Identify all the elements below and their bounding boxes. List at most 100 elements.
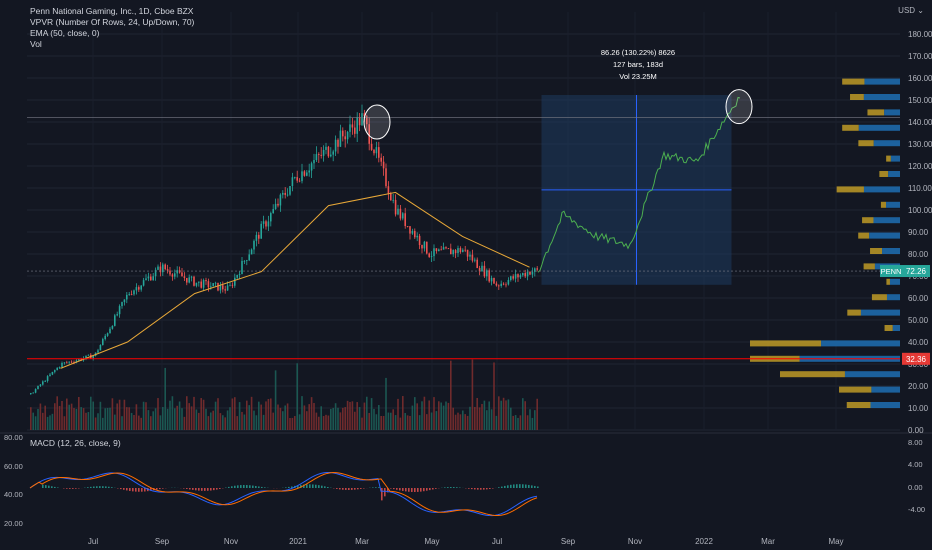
candle-body	[253, 240, 255, 250]
macd-histogram	[321, 485, 323, 488]
macd-histogram	[507, 485, 509, 488]
volume-bar	[514, 415, 517, 430]
candle-body	[258, 234, 260, 239]
macd-histogram	[159, 488, 161, 490]
volume-bar	[246, 400, 248, 430]
volume-bar	[214, 401, 217, 430]
volume-bar	[219, 413, 222, 430]
macd-histogram	[504, 485, 506, 488]
volume-bar	[164, 367, 166, 430]
volume-profile-up	[864, 78, 900, 85]
volume-bar	[346, 400, 349, 430]
indicator-vol[interactable]: Vol	[30, 39, 42, 49]
macd-histogram	[522, 484, 524, 488]
candle-body	[356, 117, 358, 134]
indicator-vpvr[interactable]: VPVR (Number Of Rows, 24, Up/Down, 70)	[30, 17, 195, 27]
candle-body	[466, 249, 469, 257]
ticker-label-bg	[880, 265, 902, 278]
candle-body	[118, 306, 121, 315]
macd-histogram	[420, 488, 422, 492]
indicator-ema[interactable]: EMA (50, close, 0)	[30, 28, 100, 38]
candle-body	[373, 149, 375, 154]
x-tick-label: May	[828, 537, 843, 546]
macd-histogram	[432, 488, 434, 490]
macd-title[interactable]: MACD (12, 26, close, 9)	[30, 438, 121, 448]
macd-right-tick: 4.00	[908, 460, 923, 469]
measure-change: 86.26 (130.22%) 8626	[600, 48, 676, 57]
volume-profile-up	[886, 201, 900, 208]
candle-body	[37, 385, 39, 390]
macd-left-tick: 80.00	[4, 433, 23, 442]
volume-bar	[150, 416, 152, 430]
macd-histogram	[72, 488, 74, 489]
candle-body	[291, 177, 294, 187]
candle-body	[519, 275, 522, 278]
macd-histogram	[150, 488, 152, 491]
macd-histogram	[474, 488, 476, 490]
volume-bar	[490, 409, 493, 430]
macd-histogram	[219, 488, 221, 489]
candle-body	[488, 270, 490, 282]
macd-histogram	[537, 486, 539, 488]
candle-body	[337, 139, 339, 147]
candle-body	[433, 248, 435, 257]
candle-body	[289, 186, 291, 195]
macd-histogram	[51, 486, 53, 488]
volume-bar	[42, 412, 44, 430]
y-tick-label: 120.00	[908, 162, 932, 171]
volume-bar	[202, 399, 205, 430]
candle-body	[210, 286, 212, 288]
volume-bar	[361, 417, 363, 430]
y-tick-label: 150.00	[908, 96, 932, 105]
volume-bar	[260, 404, 262, 430]
volume-bar	[464, 414, 466, 430]
volume-bar	[445, 401, 447, 430]
candle-body	[243, 260, 246, 262]
macd-histogram	[357, 488, 359, 490]
macd-histogram	[345, 488, 347, 490]
candle-body	[385, 168, 387, 187]
volume-bar	[258, 401, 260, 430]
volume-bar	[399, 417, 402, 430]
volume-profile-up	[871, 386, 900, 393]
candle-body	[272, 209, 274, 214]
macd-histogram	[54, 486, 56, 488]
macd-histogram	[252, 485, 254, 488]
volume-bar	[75, 408, 78, 430]
candle-body	[440, 249, 442, 251]
candle-body	[126, 294, 128, 300]
volume-bar	[90, 396, 92, 430]
candle-body	[464, 249, 466, 251]
candle-body	[370, 143, 373, 150]
macd-histogram	[75, 488, 77, 489]
volume-bar	[423, 396, 426, 430]
candle-body	[138, 287, 140, 290]
macd-histogram	[303, 484, 305, 488]
macd-histogram	[69, 488, 71, 489]
candle-body	[349, 124, 351, 132]
volume-bar	[241, 411, 243, 430]
candle-body	[248, 254, 250, 261]
currency-selector[interactable]: USD ⌄	[898, 6, 924, 15]
macd-histogram	[129, 488, 131, 491]
macd-histogram	[447, 487, 449, 488]
candle-body	[202, 280, 205, 288]
volume-bar	[462, 410, 464, 430]
candle-body	[234, 277, 236, 286]
volume-profile-down	[750, 340, 822, 347]
candle-body	[133, 290, 135, 295]
volume-bar	[37, 408, 39, 430]
candle-body	[358, 117, 361, 126]
candle-body	[471, 254, 474, 261]
macd-histogram	[450, 487, 452, 488]
candle-body	[334, 139, 337, 152]
volume-bar	[255, 415, 258, 430]
volume-profile-down	[842, 124, 859, 131]
candle-body	[411, 230, 414, 234]
candle-body	[469, 254, 471, 257]
candle-body	[282, 192, 284, 195]
macd-histogram	[111, 487, 113, 488]
macd-histogram	[399, 488, 401, 491]
volume-bar	[174, 408, 176, 430]
